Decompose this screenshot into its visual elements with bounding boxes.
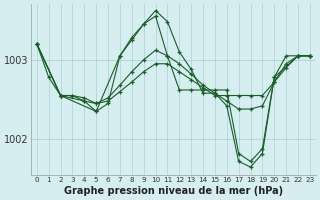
X-axis label: Graphe pression niveau de la mer (hPa): Graphe pression niveau de la mer (hPa) bbox=[64, 186, 283, 196]
